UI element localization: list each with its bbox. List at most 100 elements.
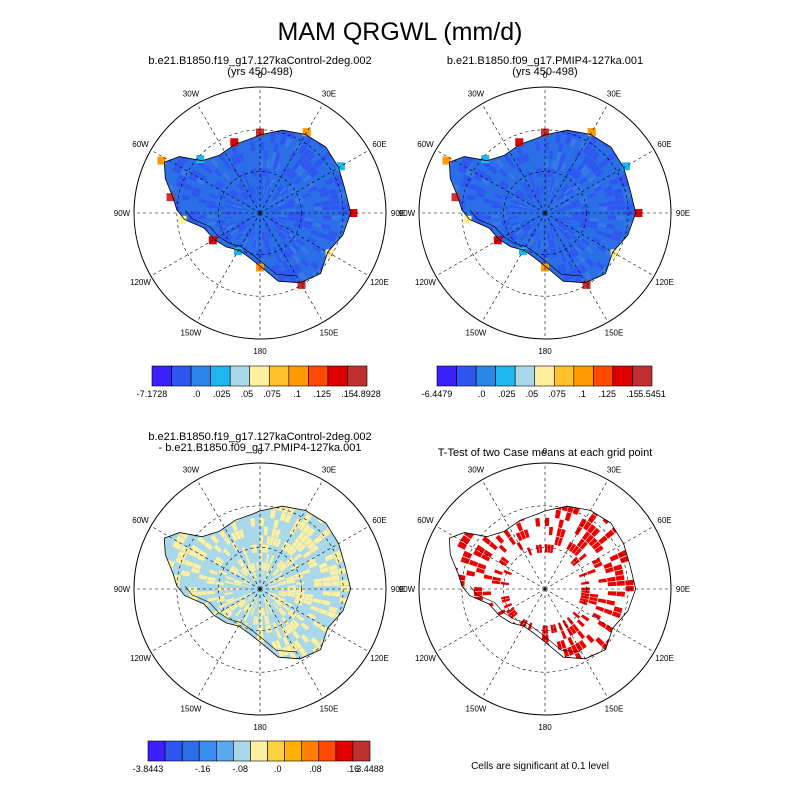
colorbar-top-left-tick-label: .125 (314, 389, 332, 399)
colorbar-top-left-tick-label: -7.1728 (137, 389, 168, 399)
map-top-right: 0 30E 60E 90E 120E 150E 180 150W 120W 90W 60W 30W (399, 71, 690, 356)
parallel-circle (218, 547, 302, 631)
meridian-line (259, 103, 324, 214)
figure-title: MAM QRGWL (mm/d) (277, 18, 523, 46)
colorbar-top-right-tick-label: 5.5451 (638, 389, 666, 399)
colorbar-top-right-tick-label: .1 (578, 389, 586, 399)
meridian-line (435, 525, 546, 590)
meridian-line (196, 479, 261, 590)
meridian-line (259, 588, 324, 699)
colorbar-bottom-left-swatch (284, 740, 302, 762)
colorbar-top-right-swatch (632, 365, 653, 387)
label-150w: 150W (466, 329, 487, 338)
meridian-line (196, 212, 261, 323)
label-30w: 30W (183, 89, 200, 98)
parallel-circle (176, 129, 344, 297)
label-150e: 150E (320, 329, 339, 338)
label-120e: 120E (655, 654, 674, 663)
colorbar-top-right-tick-label: .075 (548, 389, 566, 399)
colorbar-bottom-left-tick-label: 3.4488 (356, 764, 384, 774)
colorbar-top-right-swatch (456, 365, 477, 387)
colorbar-bottom-left-swatch (250, 740, 268, 762)
meridian-line (435, 149, 546, 214)
label-60e: 60E (372, 140, 386, 149)
colorbar-top-right-swatch (612, 365, 633, 387)
label-0: 0 (543, 447, 548, 456)
parallel-circle (218, 171, 302, 255)
label-150w: 150W (181, 329, 202, 338)
meridian-line (481, 479, 546, 590)
colorbar-top-right-swatch (495, 365, 516, 387)
label-90w: 90W (399, 209, 416, 218)
colorbar-top-right-tick-label: .15 (626, 389, 639, 399)
colorbar-bottom-left-swatch (216, 740, 234, 762)
meridian-line (259, 149, 370, 214)
parallel-circle (461, 129, 629, 297)
map-border (133, 86, 387, 340)
colorbar-top-right-swatch (436, 365, 457, 387)
label-120w: 120W (415, 278, 436, 287)
meridian-line (196, 588, 261, 699)
label-0: 0 (258, 447, 263, 456)
colorbar-top-left-tick-label: .075 (263, 389, 281, 399)
meridian-line (544, 479, 609, 590)
colorbar-top-right-swatch (553, 365, 575, 387)
meridian-line (544, 212, 655, 277)
meridian-line (544, 525, 655, 590)
label-120w: 120W (130, 278, 151, 287)
parallel-circle (503, 547, 587, 631)
meridian-line (150, 212, 261, 277)
label-180: 180 (253, 347, 267, 356)
colorbar-bottom-left-swatch (233, 740, 251, 762)
colorbar-top-left: -7.1728 .0 .025 .05 .075 .1 .125 .15 4.8928 (137, 365, 381, 399)
meridian-line (544, 588, 655, 653)
meridian-line (544, 588, 609, 699)
map-border (418, 86, 672, 340)
label-60w: 60W (417, 516, 434, 525)
label-120w: 120W (415, 654, 436, 663)
label-150w: 150W (181, 705, 202, 714)
colorbar-top-left-swatch (249, 365, 270, 387)
label-60w: 60W (132, 140, 149, 149)
label-30e: 30E (607, 89, 621, 98)
colorbar-bottom-left-swatch (301, 740, 320, 762)
land-fill (449, 130, 636, 283)
panel-title-top-right: b.e21.B1850.f09_g17.PMIP4-127ka.001 (yrs… (345, 56, 745, 78)
label-180: 180 (538, 723, 552, 732)
meridian-line (259, 525, 370, 590)
label-0: 0 (258, 71, 263, 80)
meridian-line (481, 212, 546, 323)
colorbar-bottom-left: -3.8443 -.16 -.08 .0 .08 .163.4488 (133, 740, 384, 774)
panel-title-bottom-left: b.e21.B1850.f19_g17.127kaControl-2deg.00… (60, 432, 460, 454)
meridian-line (259, 212, 324, 323)
grounding-line (184, 210, 297, 277)
label-150w: 150W (466, 705, 487, 714)
colorbar-top-left-swatch (229, 365, 251, 387)
label-120w: 120W (130, 654, 151, 663)
colorbar-top-left-swatch (288, 365, 309, 387)
meridian-line (544, 149, 655, 214)
colorbar-bottom-left-tick-label: -.08 (232, 764, 248, 774)
colorbar-bottom-left-swatch (164, 740, 183, 762)
label-30w: 30W (183, 465, 200, 474)
meridian-line (544, 212, 609, 323)
label-30e: 30E (322, 465, 336, 474)
colorbar-top-left-swatch (190, 365, 211, 387)
colorbar-top-left-tick-label: .05 (241, 389, 254, 399)
colorbar-bottom-left-tick-label: .08 (309, 764, 322, 774)
label-0: 0 (543, 71, 548, 80)
label-120e: 120E (370, 278, 389, 287)
land-fill (164, 506, 351, 659)
label-120e: 120E (655, 278, 674, 287)
colorbar-top-left-tick-label: .025 (213, 389, 231, 399)
grounding-line (469, 586, 582, 653)
parallel-circle (503, 171, 587, 255)
colorbar-top-right-swatch (534, 365, 555, 387)
label-30w: 30W (468, 465, 485, 474)
panel-title-top-right-line1: b.e21.B1850.f09_g17.PMIP4-127ka.001 (446, 55, 644, 67)
meridian-line (259, 479, 324, 590)
label-90w: 90W (399, 585, 416, 594)
grounding-line (184, 586, 297, 653)
